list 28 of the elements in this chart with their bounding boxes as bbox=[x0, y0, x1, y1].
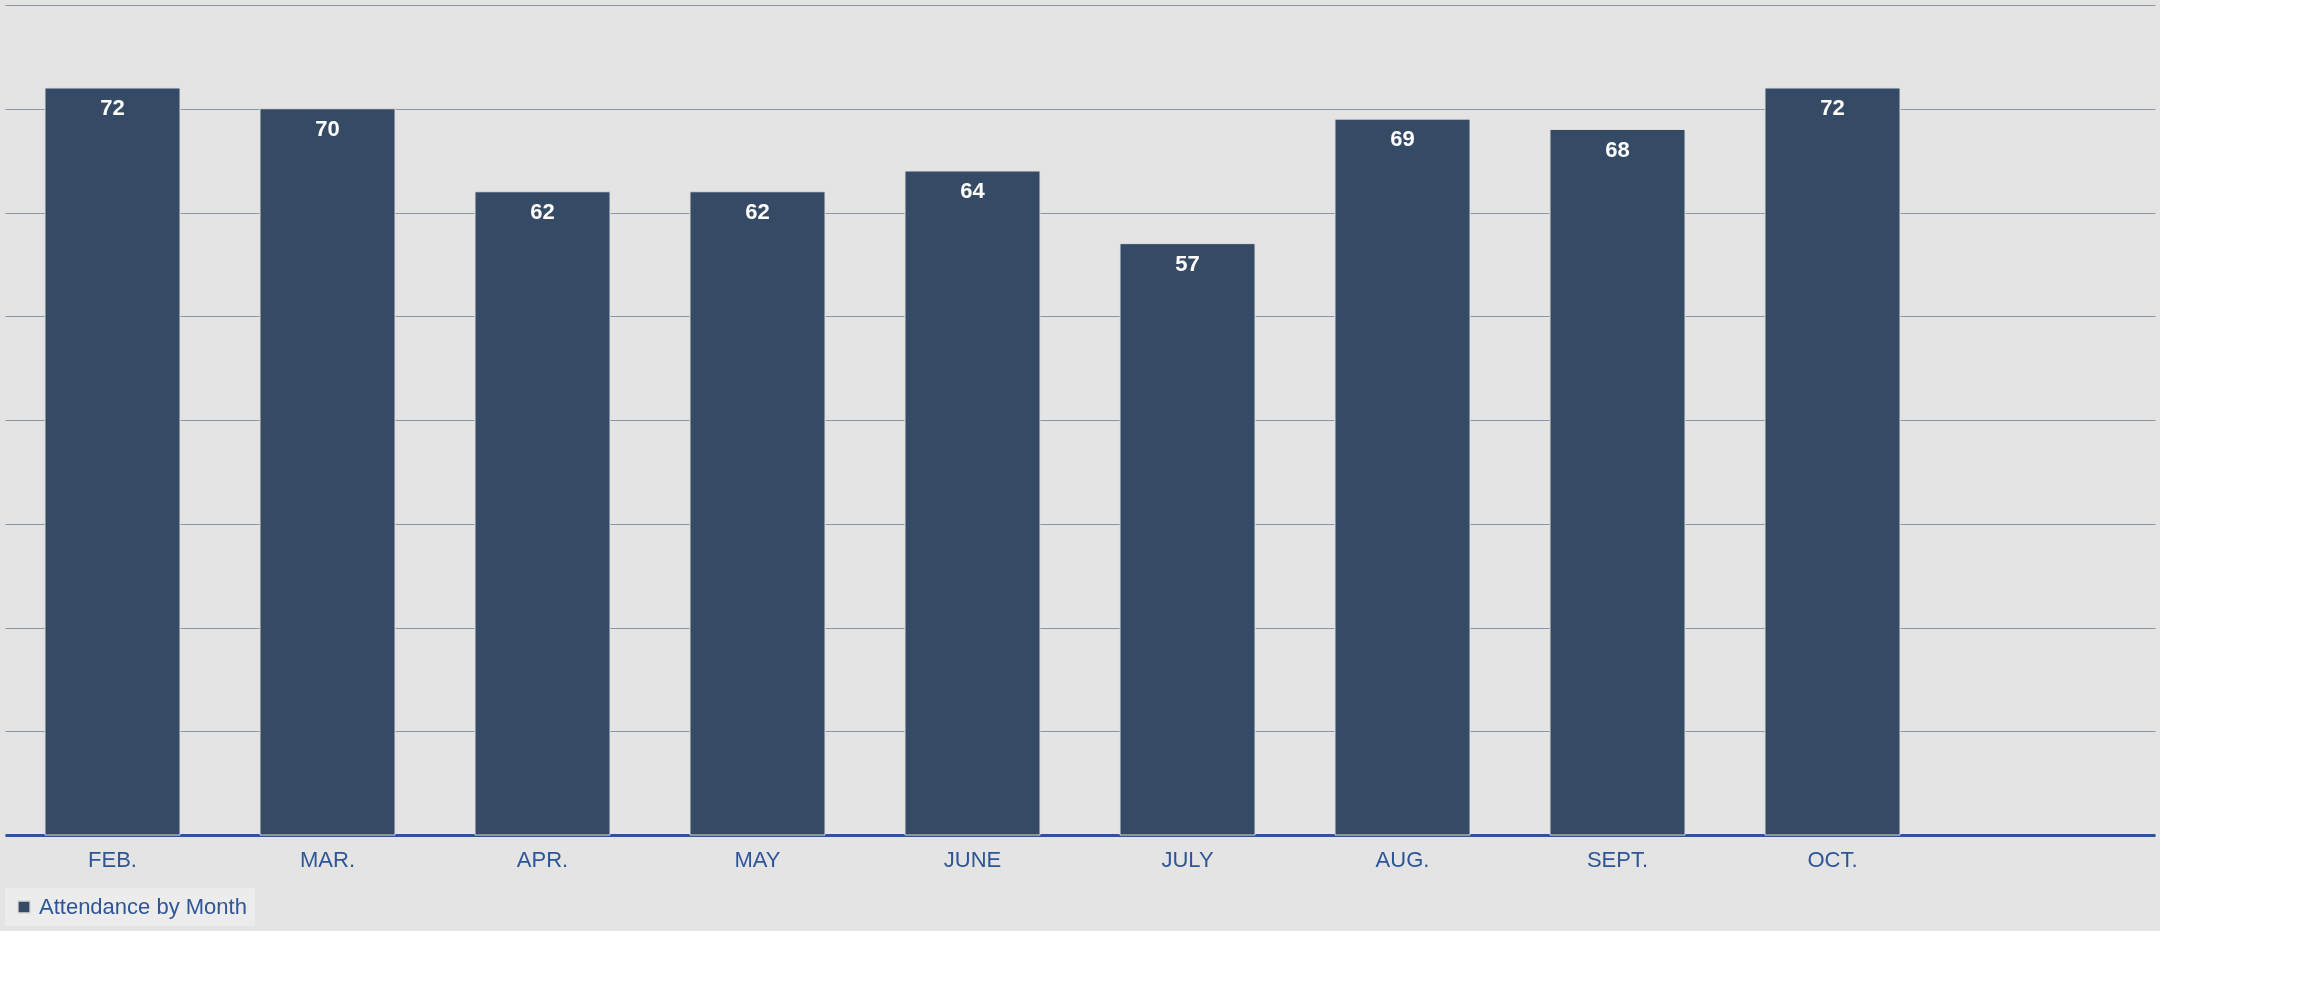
bar bbox=[1764, 87, 1901, 836]
x-tick-label: AUG. bbox=[1375, 846, 1430, 872]
data-label: 57 bbox=[1175, 250, 1200, 276]
data-label: 70 bbox=[315, 115, 340, 141]
x-tick-label: SEPT. bbox=[1586, 846, 1649, 872]
x-tick-label: OCT. bbox=[1807, 846, 1858, 872]
data-label: 69 bbox=[1390, 126, 1415, 152]
data-label: 62 bbox=[530, 198, 555, 224]
x-tick-label: MAY bbox=[734, 846, 781, 872]
data-label: 62 bbox=[745, 198, 770, 224]
x-tick-label: APR. bbox=[516, 846, 569, 872]
x-tick-label: JUNE bbox=[943, 846, 1002, 872]
bar bbox=[474, 191, 611, 836]
bar bbox=[689, 191, 826, 836]
bar bbox=[1119, 243, 1256, 836]
bar bbox=[904, 170, 1041, 836]
x-tick-label: FEB. bbox=[88, 846, 137, 872]
x-tick-label: MAR. bbox=[300, 846, 355, 872]
x-tick-label: JULY bbox=[1161, 846, 1214, 872]
data-label: 68 bbox=[1605, 136, 1630, 162]
bar bbox=[1549, 129, 1686, 836]
data-label: 72 bbox=[1820, 95, 1845, 120]
legend-label: Attendance by Month bbox=[39, 894, 247, 919]
data-label: 72 bbox=[100, 95, 125, 120]
data-label: 64 bbox=[960, 178, 986, 203]
bar bbox=[44, 87, 181, 836]
bar bbox=[259, 108, 396, 836]
bar bbox=[1334, 118, 1471, 836]
